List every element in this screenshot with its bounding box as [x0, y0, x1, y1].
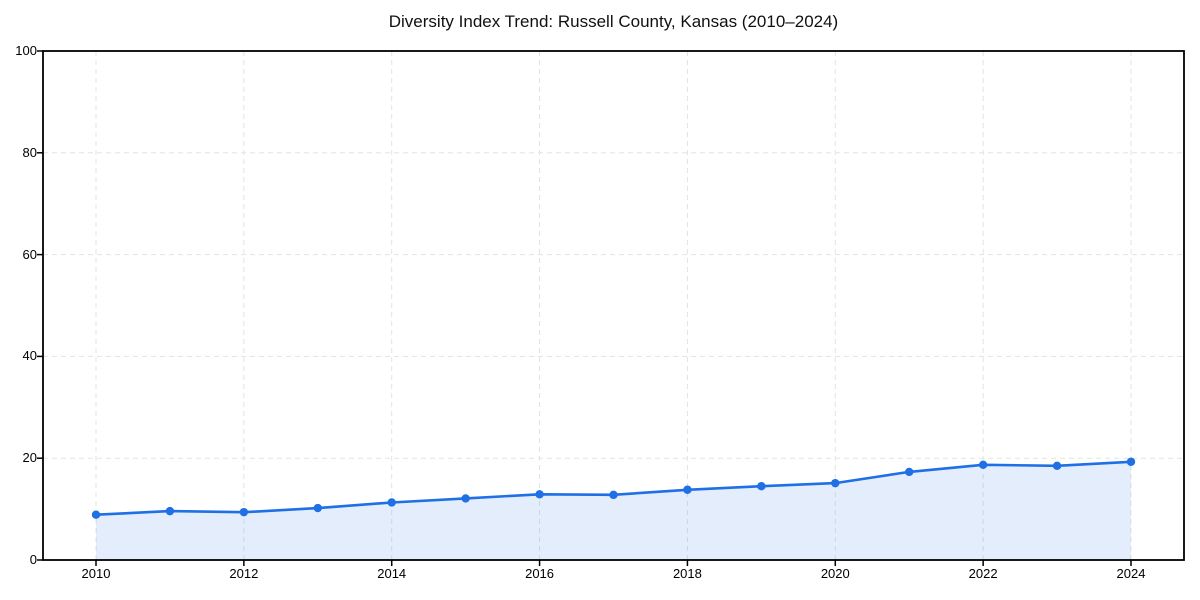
data-point-2021: [905, 467, 914, 477]
data-point-2015: [461, 494, 470, 503]
data-point-2013: [313, 503, 322, 513]
data-point-2016: [535, 490, 544, 499]
data-point-2012: [239, 507, 249, 517]
plot-border: [42, 50, 1185, 561]
x-tick-label: 2022: [968, 566, 998, 581]
data-point-2023: [1052, 461, 1062, 471]
data-point-2017: [609, 490, 618, 500]
data-point-2014: [387, 498, 396, 507]
data-point-2022: [978, 460, 988, 470]
data-point-2019: [757, 481, 766, 491]
x-tick-label: 2016: [525, 566, 555, 581]
x-tick-label: 2010: [81, 566, 111, 581]
x-tick-label: 2012: [229, 566, 259, 581]
data-point-2010: [91, 510, 101, 519]
y-tick-label: 80: [22, 144, 37, 160]
area-fill: [96, 461, 1131, 560]
data-point-2024: [1126, 457, 1136, 466]
x-tick-label: 2024: [1116, 566, 1146, 581]
x-tick-label: 2018: [672, 566, 702, 581]
y-tick-label: 100: [15, 43, 37, 58]
x-tick-label: 2014: [377, 566, 407, 581]
data-point-2011: [165, 506, 175, 516]
chart-title: Diversity Index Trend: Russell County, K…: [388, 12, 839, 31]
x-tick-label: 2020: [820, 566, 850, 581]
data-point-2020: [831, 478, 840, 488]
y-tick-label: 20: [22, 450, 37, 466]
y-tick-label: 60: [22, 246, 37, 262]
y-tick-label: 40: [22, 348, 37, 364]
data-point-2018: [683, 485, 692, 494]
y-tick-label: 0: [29, 552, 37, 567]
